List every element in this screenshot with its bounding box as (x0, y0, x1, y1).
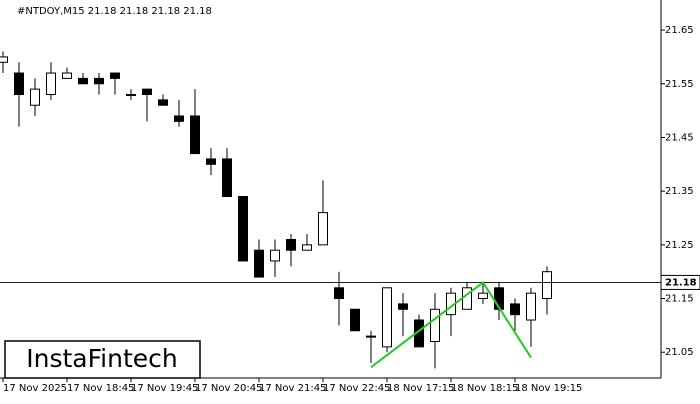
y-tick-label: 21.15 (665, 294, 694, 305)
x-tick-label: 17 Nov 22:45 (323, 383, 390, 394)
x-tick-label: 18 Nov 17:15 (387, 383, 454, 394)
candle-body (430, 308, 440, 342)
candle-body (542, 271, 552, 300)
x-tick-label: 17 Nov 2025 (3, 383, 67, 394)
candle-body (526, 292, 536, 321)
x-tick-label: 18 Nov 19:15 (515, 383, 582, 394)
candle-body (62, 72, 72, 79)
y-tick-label: 21.45 (665, 132, 694, 143)
candle-body (0, 56, 8, 63)
candle-body (398, 303, 408, 310)
x-tick-label: 17 Nov 19:45 (131, 383, 198, 394)
candle-body (334, 287, 344, 300)
x-tick-label: 17 Nov 18:45 (67, 383, 134, 394)
x-tick-label: 17 Nov 20:45 (195, 383, 262, 394)
candle-body (350, 308, 360, 332)
x-tick-label: 17 Nov 21:45 (259, 383, 326, 394)
y-tick-label: 21.55 (665, 79, 694, 90)
x-tick-label: 18 Nov 18:15 (451, 383, 518, 394)
candle-body (382, 287, 392, 348)
chart-title: #NTDOY,M15 21.18 21.18 21.18 21.18 (17, 6, 212, 17)
candle-body (126, 94, 136, 96)
brand-box (4, 340, 201, 379)
y-tick-label: 21.35 (665, 186, 694, 197)
price-label-box (660, 274, 700, 290)
candle-body (78, 77, 88, 85)
candle-body (206, 158, 216, 165)
pattern-line (370, 280, 532, 369)
candle-body (318, 212, 328, 246)
candle-body (478, 292, 488, 300)
candle-body (46, 72, 56, 95)
candle-body (222, 158, 232, 198)
candle-body (510, 303, 520, 316)
candle-body (238, 196, 248, 262)
candle-body (158, 99, 168, 106)
price-label: 21.18 (665, 277, 697, 288)
candle-body (286, 238, 296, 251)
candle-body (174, 115, 184, 122)
candle-body (110, 72, 120, 79)
y-tick-label: 21.25 (665, 240, 694, 251)
candle-body (30, 88, 40, 106)
candle-body (366, 335, 376, 338)
candle-body (190, 115, 200, 155)
candle-body (302, 244, 312, 251)
candle-body (270, 249, 280, 262)
brand: InstaFintech (26, 344, 178, 373)
candle-body (14, 72, 24, 95)
candle-body (254, 249, 264, 278)
y-tick-label: 21.05 (665, 347, 694, 358)
candle-body (94, 77, 104, 85)
y-tick-label: 21.65 (665, 25, 694, 36)
candle-body (142, 88, 152, 96)
